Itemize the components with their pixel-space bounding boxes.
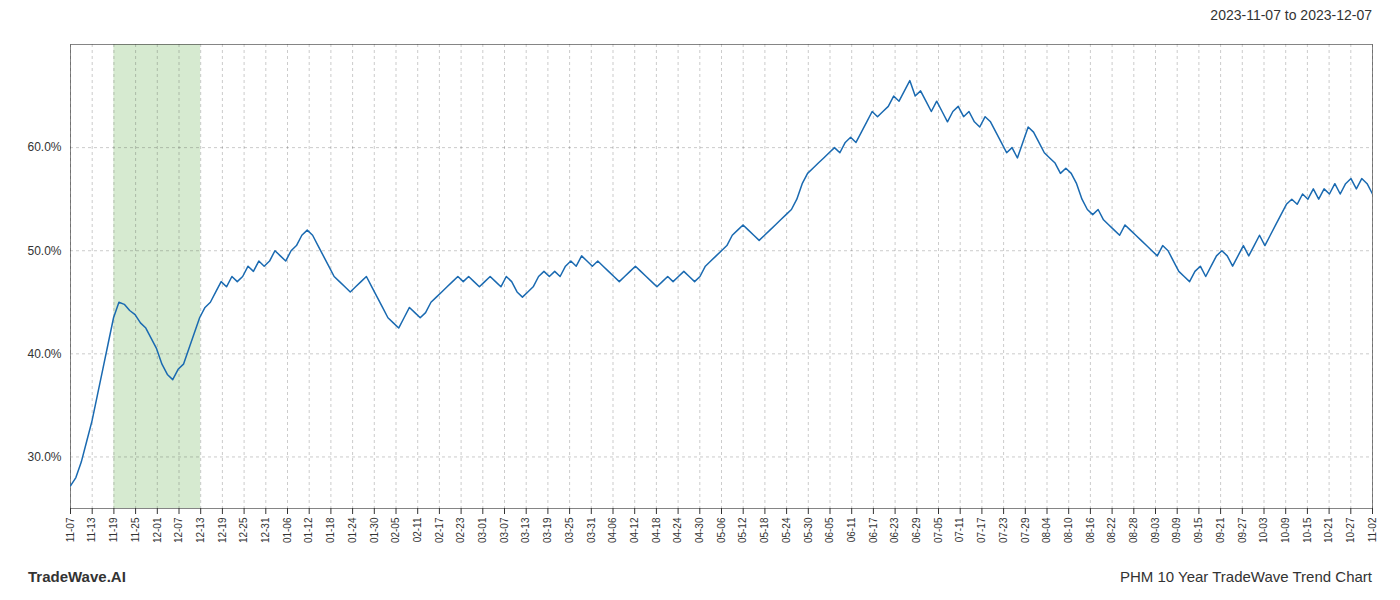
svg-text:11-02: 11-02 bbox=[1367, 517, 1378, 542]
svg-text:40.0%: 40.0% bbox=[27, 347, 61, 361]
svg-text:02-05: 02-05 bbox=[390, 517, 401, 543]
svg-text:03-07: 03-07 bbox=[499, 517, 510, 543]
html-text:2023-11-07 to 2023-12-07: 2023-11-07 to 2023-12-07 bbox=[1210, 7, 1372, 23]
svg-text:08-10: 08-10 bbox=[1063, 517, 1074, 543]
svg-text:03-13: 03-13 bbox=[520, 517, 531, 543]
svg-text:06-23: 06-23 bbox=[889, 517, 900, 543]
svg-text:10-09: 10-09 bbox=[1280, 517, 1291, 543]
html-text:PHM 10 Year TradeWave Trend Ch: PHM 10 Year TradeWave Trend Chart bbox=[1119, 567, 1372, 585]
svg-text:07-29: 07-29 bbox=[1020, 517, 1031, 543]
svg-text:02-17: 02-17 bbox=[434, 517, 445, 543]
svg-text:11-25: 11-25 bbox=[130, 517, 141, 542]
svg-text:05-12: 05-12 bbox=[737, 517, 748, 543]
svg-text:01-24: 01-24 bbox=[347, 517, 358, 543]
svg-text:12-07: 12-07 bbox=[173, 517, 184, 543]
svg-text:12-01: 12-01 bbox=[152, 517, 163, 543]
svg-text:05-24: 05-24 bbox=[781, 517, 792, 543]
svg-text:12-13: 12-13 bbox=[195, 517, 206, 543]
svg-text:01-12: 01-12 bbox=[303, 517, 314, 543]
svg-text:07-05: 07-05 bbox=[933, 517, 944, 543]
svg-text:05-06: 05-06 bbox=[716, 517, 727, 543]
svg-text:07-11: 07-11 bbox=[954, 517, 965, 542]
svg-text:01-18: 01-18 bbox=[325, 517, 336, 543]
svg-text:09-03: 09-03 bbox=[1150, 517, 1161, 543]
svg-text:02-23: 02-23 bbox=[455, 517, 466, 543]
svg-text:08-16: 08-16 bbox=[1085, 517, 1096, 543]
svg-text:09-27: 09-27 bbox=[1237, 517, 1248, 543]
svg-text:10-21: 10-21 bbox=[1323, 517, 1334, 543]
svg-text:03-25: 03-25 bbox=[564, 517, 575, 543]
svg-text:60.0%: 60.0% bbox=[27, 140, 61, 154]
svg-text:03-19: 03-19 bbox=[542, 517, 553, 543]
svg-text:04-18: 04-18 bbox=[651, 517, 662, 543]
svg-text:06-11: 06-11 bbox=[846, 517, 857, 542]
svg-text:09-21: 09-21 bbox=[1215, 517, 1226, 543]
svg-text:11-13: 11-13 bbox=[86, 517, 97, 542]
svg-text:08-28: 08-28 bbox=[1128, 517, 1139, 543]
svg-text:01-30: 01-30 bbox=[369, 517, 380, 543]
svg-text:09-15: 09-15 bbox=[1193, 517, 1204, 543]
svg-text:09-09: 09-09 bbox=[1171, 517, 1182, 543]
svg-text:04-06: 04-06 bbox=[607, 517, 618, 543]
svg-text:05-18: 05-18 bbox=[759, 517, 770, 543]
svg-text:07-17: 07-17 bbox=[976, 517, 987, 543]
svg-text:02-11: 02-11 bbox=[412, 517, 423, 542]
svg-text:10-15: 10-15 bbox=[1302, 517, 1313, 543]
svg-text:04-12: 04-12 bbox=[629, 517, 640, 543]
svg-text:01-06: 01-06 bbox=[282, 517, 293, 543]
svg-text:11-19: 11-19 bbox=[108, 517, 119, 542]
svg-text:05-30: 05-30 bbox=[803, 517, 814, 543]
html-text:TradeWave.AI: TradeWave.AI bbox=[28, 567, 126, 585]
svg-text:08-22: 08-22 bbox=[1106, 517, 1117, 543]
svg-text:50.0%: 50.0% bbox=[27, 244, 61, 258]
svg-text:08-04: 08-04 bbox=[1041, 517, 1052, 543]
svg-text:12-25: 12-25 bbox=[238, 517, 249, 543]
svg-text:11-07: 11-07 bbox=[65, 517, 76, 542]
svg-text:06-29: 06-29 bbox=[911, 517, 922, 543]
svg-text:04-24: 04-24 bbox=[672, 517, 683, 543]
svg-text:12-31: 12-31 bbox=[260, 517, 271, 543]
svg-text:04-30: 04-30 bbox=[694, 517, 705, 543]
svg-text:10-03: 10-03 bbox=[1258, 517, 1269, 543]
svg-text:03-01: 03-01 bbox=[477, 517, 488, 543]
svg-text:12-19: 12-19 bbox=[217, 517, 228, 543]
svg-text:03-31: 03-31 bbox=[586, 517, 597, 543]
svg-text:06-05: 06-05 bbox=[824, 517, 835, 543]
svg-text:10-27: 10-27 bbox=[1345, 517, 1356, 543]
svg-text:30.0%: 30.0% bbox=[27, 450, 61, 464]
svg-text:06-17: 06-17 bbox=[868, 517, 879, 543]
svg-text:07-23: 07-23 bbox=[998, 517, 1009, 543]
